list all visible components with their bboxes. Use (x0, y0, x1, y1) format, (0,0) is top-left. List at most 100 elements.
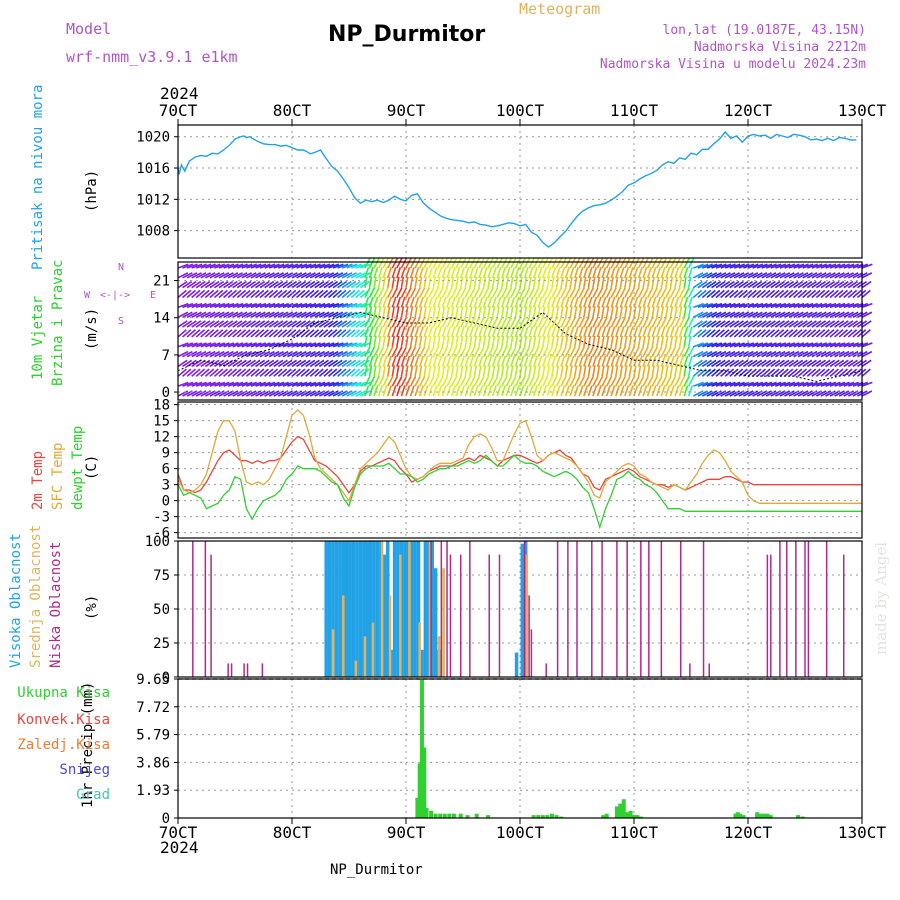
pressure-tick: 1016 (136, 161, 862, 177)
wind-barb (551, 296, 557, 308)
wind-barb (578, 257, 585, 269)
wind-barb (241, 302, 253, 309)
wind-barb (843, 272, 854, 279)
wind-barb (323, 311, 335, 318)
wind-barb (724, 280, 735, 289)
wind-barb (360, 350, 371, 358)
wind-barb (250, 329, 260, 338)
precip-panel-frame (177, 678, 863, 819)
wind-barb (287, 381, 299, 387)
wind-barb (711, 263, 723, 269)
wind-barb (834, 381, 846, 387)
wind-barb (323, 280, 334, 289)
wind-barb (820, 390, 832, 397)
wind-barb (177, 320, 188, 328)
wind-barb (418, 375, 426, 387)
wind-barb (687, 306, 692, 318)
wind-barb (619, 375, 627, 387)
wind-barb (734, 342, 745, 348)
wind-barb (396, 306, 400, 318)
wind-barb (756, 280, 767, 289)
wind-barb (551, 385, 557, 397)
wind-barb (702, 342, 714, 348)
wind-barb (596, 385, 602, 397)
wind-barb (478, 355, 484, 367)
wind-barb (223, 381, 235, 387)
wind-barb (268, 390, 280, 397)
wind-barb (628, 326, 634, 338)
wind-barb (551, 287, 558, 298)
wind-barb (255, 302, 267, 309)
wind-barb (355, 289, 365, 299)
wind-barb (551, 326, 557, 338)
wind-barb (491, 316, 499, 328)
wind-barb (646, 335, 651, 347)
wind-barb (382, 326, 388, 338)
wind-barb (660, 257, 668, 269)
wind-barb (587, 355, 593, 367)
wind-barb (761, 272, 772, 279)
wind-barb (195, 289, 206, 299)
wind-barb (605, 355, 611, 367)
wind-barb (446, 346, 453, 357)
wind-barb (847, 329, 858, 338)
wind-barb (300, 302, 312, 309)
wind-barb (428, 375, 435, 387)
wind-barb (802, 381, 814, 387)
wind-barb (660, 276, 665, 288)
wind-barb (551, 355, 557, 367)
wind-barb (487, 326, 493, 338)
wind-barb (692, 289, 703, 299)
wind-barb (743, 263, 755, 269)
wind-barb (487, 316, 494, 328)
low-cloud-bar (591, 541, 593, 677)
wind-barb (742, 280, 754, 289)
wind-barb (683, 355, 689, 367)
wind-barb (491, 296, 497, 308)
wind-barb (752, 342, 764, 348)
wind-barb (697, 381, 709, 387)
wind-barb (441, 267, 447, 279)
wind-barb (601, 365, 605, 377)
pressure-tick: 1012 (136, 192, 862, 208)
low-cloud-bar (626, 541, 628, 677)
wind-barb (496, 375, 503, 387)
wind-barb (491, 257, 499, 269)
high-cloud-bar (382, 554, 387, 677)
wind-barb (409, 326, 415, 338)
wind-barb (391, 287, 399, 298)
wind-barb (642, 365, 646, 377)
wind-barb (811, 302, 823, 309)
wind-barb (441, 326, 447, 338)
wind-barb (305, 359, 316, 368)
wind-barb (683, 335, 687, 347)
wind-barb (186, 272, 198, 279)
wind-barb (564, 335, 569, 347)
wind-barb (432, 287, 440, 298)
wind-barb (478, 316, 485, 328)
wind-barb (309, 368, 320, 377)
wind-barb (564, 385, 570, 397)
wind-barb (569, 267, 575, 279)
wind-barb (264, 359, 275, 368)
wind-barb (815, 320, 826, 328)
high-cloud-bar (392, 541, 397, 677)
wind-barb (287, 390, 298, 397)
wind-barb (437, 335, 441, 347)
wind-barb (200, 263, 212, 269)
wind-barb (861, 263, 873, 269)
precip-bar (545, 815, 550, 818)
wind-barb (656, 276, 660, 288)
wind-barb (747, 320, 758, 328)
wind-barb (355, 329, 365, 338)
wind-barb (578, 316, 585, 328)
wind-barb (706, 263, 718, 269)
wind-barb (250, 390, 262, 397)
wind-barb (396, 326, 402, 338)
wind-barb (514, 335, 519, 347)
wind-barb (601, 287, 608, 298)
wind-barb (628, 276, 633, 288)
wind-barb (843, 381, 855, 387)
wind-barb (236, 289, 247, 299)
wind-barb (596, 267, 602, 279)
